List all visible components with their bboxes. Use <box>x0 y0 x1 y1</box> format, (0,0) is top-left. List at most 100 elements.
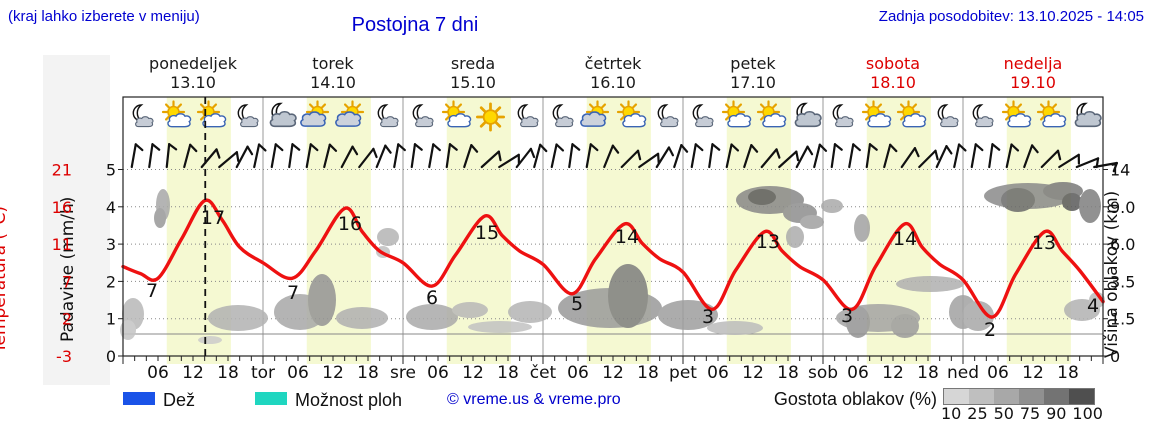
sun-cloud-icon <box>1036 100 1067 128</box>
svg-text:11: 11 <box>52 235 72 254</box>
moon-cloud-icon <box>937 104 959 128</box>
svg-text:2: 2 <box>62 310 72 329</box>
svg-text:06: 06 <box>427 363 449 383</box>
sun-cloud-icon <box>861 100 892 128</box>
svg-text:sre: sre <box>390 363 416 383</box>
moon-cloud-icon <box>412 104 434 128</box>
svg-text:18: 18 <box>1057 363 1079 383</box>
svg-text:sob: sob <box>808 363 838 383</box>
sun-graycloud-icon <box>580 100 610 127</box>
svg-text:06: 06 <box>567 363 589 383</box>
svg-text:3: 3 <box>106 235 116 254</box>
svg-text:18: 18 <box>917 363 939 383</box>
svg-text:4: 4 <box>1087 295 1099 317</box>
svg-text:5: 5 <box>571 293 583 315</box>
day-header: petek 17.10 <box>730 54 776 92</box>
svg-text:16: 16 <box>338 213 362 235</box>
sun-cloud-icon <box>1001 100 1032 128</box>
day-header: torek 14.10 <box>310 54 356 92</box>
svg-text:-3: -3 <box>56 347 72 366</box>
showers-legend-swatch <box>255 392 287 405</box>
sun-cloud-icon <box>756 100 787 128</box>
left-axis-strip <box>43 55 110 385</box>
moon-cloud-icon <box>377 104 399 128</box>
svg-text:12: 12 <box>462 363 484 383</box>
credit-link[interactable]: © vreme.us & vreme.pro <box>447 391 621 408</box>
svg-text:06: 06 <box>987 363 1009 383</box>
svg-text:6: 6 <box>426 287 438 309</box>
moon-cloud-icon <box>552 104 574 128</box>
sun-cloud-icon <box>896 100 927 128</box>
svg-text:18: 18 <box>497 363 519 383</box>
svg-text:pet: pet <box>669 363 697 383</box>
svg-text:14: 14 <box>893 228 917 250</box>
svg-text:3: 3 <box>841 305 853 327</box>
svg-text:6.0: 6.0 <box>1110 235 1135 254</box>
day-header: četrtek 16.10 <box>584 54 642 92</box>
moon-cloud-icon <box>237 104 259 128</box>
moon-cloud-icon <box>517 104 539 128</box>
sun-graycloud-icon <box>335 100 365 127</box>
svg-text:18: 18 <box>777 363 799 383</box>
svg-text:12: 12 <box>882 363 904 383</box>
day-header: sobota 18.10 <box>865 54 921 92</box>
svg-text:13: 13 <box>756 231 780 253</box>
svg-text:4: 4 <box>106 198 116 217</box>
svg-text:ned: ned <box>947 363 979 383</box>
svg-text:18: 18 <box>217 363 239 383</box>
day-header: nedelja 19.10 <box>1003 54 1063 92</box>
svg-text:2: 2 <box>106 272 116 291</box>
svg-text:06: 06 <box>287 363 309 383</box>
axis-ticks <box>118 169 1108 364</box>
svg-text:1: 1 <box>106 310 116 329</box>
showers-legend-label: Možnost ploh <box>295 390 403 410</box>
day-header: sreda 15.10 <box>450 54 496 92</box>
svg-text:14: 14 <box>615 226 639 248</box>
svg-text:18: 18 <box>357 363 379 383</box>
page-title: Postojna 7 dni <box>351 14 479 36</box>
day-header: ponedeljek 13.10 <box>149 54 237 92</box>
svg-text:7: 7 <box>146 280 158 302</box>
svg-text:0: 0 <box>1110 347 1120 366</box>
sun-graycloud-icon <box>300 100 330 127</box>
svg-text:0: 0 <box>106 347 116 366</box>
svg-text:06: 06 <box>707 363 729 383</box>
svg-text:06: 06 <box>147 363 169 383</box>
sun-cloud-icon <box>161 100 192 128</box>
svg-text:9.0: 9.0 <box>1110 198 1135 217</box>
rain-legend-label: Dež <box>163 390 196 410</box>
svg-text:12: 12 <box>182 363 204 383</box>
svg-text:12: 12 <box>322 363 344 383</box>
svg-text:12: 12 <box>1022 363 1044 383</box>
svg-text:18: 18 <box>637 363 659 383</box>
cloud-density-scale-values: 10 25 50 75 90 100 <box>941 404 1103 423</box>
moon-cloud-icon <box>832 104 854 128</box>
svg-text:21: 21 <box>52 161 72 180</box>
cloud-density-scale <box>943 388 1095 405</box>
svg-text:tor: tor <box>251 363 275 383</box>
cloud-density-legend-label: Gostota oblakov (%) <box>773 389 937 409</box>
cloud-blobs <box>120 182 1105 344</box>
svg-text:2: 2 <box>984 319 996 341</box>
moon-cloud-icon <box>972 104 994 128</box>
svg-text:3: 3 <box>702 306 714 328</box>
sun-icon <box>476 102 505 132</box>
svg-text:3.5: 3.5 <box>1110 272 1135 291</box>
svg-text:06: 06 <box>847 363 869 383</box>
temperature-curve <box>121 198 1105 319</box>
weather-icons <box>132 100 1102 132</box>
moon-bigcloud-icon <box>269 102 297 128</box>
svg-text:12: 12 <box>742 363 764 383</box>
svg-text:12: 12 <box>602 363 624 383</box>
sun-cloud-icon <box>721 100 752 128</box>
svg-text:7: 7 <box>287 282 299 304</box>
wind-barbs <box>130 143 1119 173</box>
svg-text:5: 5 <box>106 161 116 180</box>
svg-text:čet: čet <box>530 363 557 383</box>
moon-cloud-icon <box>692 104 714 128</box>
svg-text:7: 7 <box>62 272 72 291</box>
svg-text:15: 15 <box>475 222 499 244</box>
moon-cloud-icon <box>657 104 679 128</box>
